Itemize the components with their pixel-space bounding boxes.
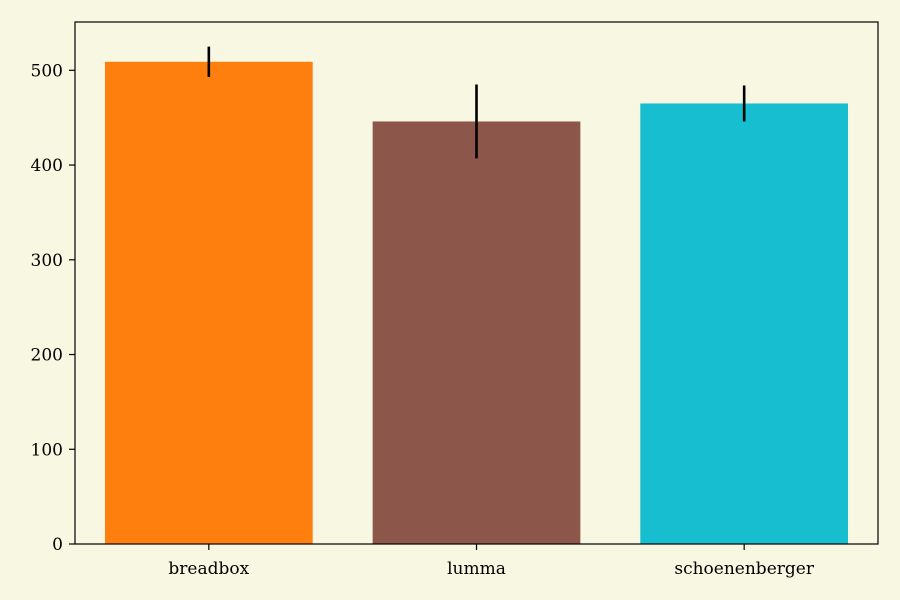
y-tick-label: 300 [31, 251, 63, 271]
x-tick-label-breadbox: breadbox [168, 559, 249, 579]
y-tick-label: 500 [31, 61, 63, 81]
x-tick-label-lumma: lumma [447, 559, 506, 579]
y-tick-label: 400 [31, 156, 63, 176]
error-bars-group [207, 46, 746, 159]
x-tick-label-schoenenberger: schoenenberger [674, 559, 814, 579]
y-tick-label: 200 [31, 346, 63, 366]
bar-schoenenberger [640, 103, 849, 544]
bar-breadbox [104, 61, 313, 544]
bar-lumma [372, 121, 581, 544]
y-tick-label: 0 [52, 535, 63, 555]
y-tick-label: 100 [31, 440, 63, 460]
bars-group [104, 61, 849, 544]
x-axis: breadbox lumma schoenenberger [168, 544, 815, 579]
y-axis: 0 100 200 300 400 500 [31, 61, 75, 555]
